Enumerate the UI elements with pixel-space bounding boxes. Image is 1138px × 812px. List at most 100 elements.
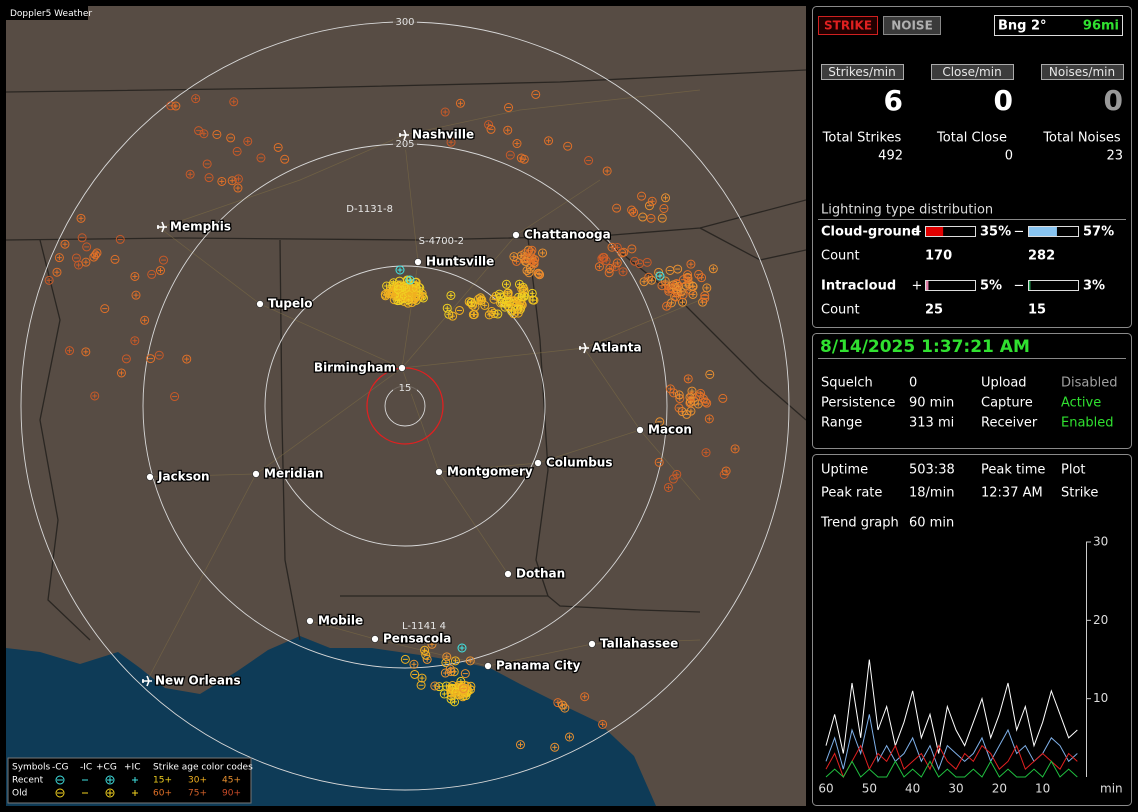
strike-symbol <box>450 697 460 707</box>
strike-ring <box>171 101 181 111</box>
dist-pct: 3% <box>1083 279 1105 294</box>
strike-ring <box>657 281 667 291</box>
city-dot <box>534 459 542 467</box>
strike-ring <box>155 266 165 276</box>
stats-box <box>812 6 1132 328</box>
rate-label-box <box>1041 64 1124 80</box>
legend-symbol <box>55 788 65 798</box>
rate-label-box <box>821 64 904 80</box>
strike-ring <box>563 141 573 151</box>
strike-symbol <box>661 193 671 203</box>
strike-symbol <box>82 242 92 252</box>
legend-age-title: Strike age color codes <box>153 763 253 773</box>
strike-ring <box>659 203 669 213</box>
strike-symbol <box>617 248 627 258</box>
info-label: Peak time <box>981 463 1045 478</box>
strike-ring <box>185 169 195 179</box>
strike-symbol <box>513 308 523 318</box>
trend-line <box>825 744 1078 779</box>
noise-button-label: NOISE <box>891 19 933 33</box>
strike-ring <box>256 153 266 163</box>
strike-ring <box>442 303 452 313</box>
strike-symbol <box>212 129 222 139</box>
map[interactable]: 300 205 15 Nashville Memphis Chattanooga Hunt… <box>6 6 806 806</box>
strike-ring <box>71 253 81 263</box>
strike-ring <box>647 275 657 285</box>
strike-symbol <box>409 659 419 669</box>
strike-symbol <box>121 354 131 364</box>
strike-symbol <box>405 275 415 285</box>
strike-symbol <box>718 393 728 403</box>
dist-bar-frame <box>925 226 976 237</box>
dist-bar <box>1029 281 1031 290</box>
legend-age: 15+ <box>153 776 172 786</box>
strike-symbol <box>140 315 150 325</box>
strike-ring <box>115 234 125 244</box>
strike-ring <box>233 174 243 184</box>
strike-ring <box>410 277 420 287</box>
strike-ring <box>484 310 494 320</box>
strike-symbol <box>446 667 456 677</box>
legend-header: -CG <box>52 763 69 773</box>
strike-ring <box>440 107 450 117</box>
side-panel: STRIKE NOISE Bng 2° 96mi Strikes/min 6 Total S… <box>812 6 1132 806</box>
strike-symbol <box>465 656 475 666</box>
strike-symbol <box>721 466 731 476</box>
x-tick-label: 30 <box>948 782 963 796</box>
noise-button[interactable] <box>883 16 941 35</box>
strike-symbol <box>81 257 91 267</box>
strike-symbol <box>233 174 243 184</box>
strike-symbol <box>642 257 652 267</box>
strike-ring <box>44 275 54 285</box>
strike-ring <box>455 98 465 108</box>
strike-symbol <box>65 346 75 356</box>
city-label: Chattanooga <box>524 228 611 242</box>
strike-symbol <box>538 248 548 258</box>
strike-ring <box>446 667 456 677</box>
strike-ring <box>400 654 410 664</box>
strike-symbol <box>638 212 648 222</box>
strike-symbol <box>52 267 62 277</box>
strike-ring <box>493 309 503 319</box>
strike-button[interactable] <box>818 16 878 35</box>
strike-symbol <box>504 103 514 113</box>
strike-ring <box>702 283 712 293</box>
strike-symbol <box>668 280 678 290</box>
strike-ring <box>630 256 640 266</box>
strike-ring <box>81 257 91 267</box>
strike-ring <box>227 176 237 186</box>
strike-symbol <box>531 89 541 99</box>
strike-ring <box>452 689 462 699</box>
strike-symbol <box>81 347 91 357</box>
strike-symbol <box>647 196 657 206</box>
strike-ring <box>598 252 608 262</box>
info-label: Trend graph <box>820 516 899 531</box>
strike-ring <box>194 126 204 136</box>
strike-symbol <box>704 414 714 424</box>
strike-symbol <box>673 264 683 274</box>
cities: Nashville Memphis Chattanooga Huntsville Tup… <box>142 126 693 689</box>
strike-ring <box>410 669 420 679</box>
strike-ring <box>527 245 537 255</box>
strike-ring <box>730 444 740 454</box>
strike-ring <box>682 409 692 419</box>
strike-ring <box>531 89 541 99</box>
strike-ring <box>202 159 212 169</box>
strikes <box>44 89 740 752</box>
strike-ring <box>597 254 607 264</box>
total-label: Total Noises <box>1042 131 1121 146</box>
distribution-title: Lightning type distribution <box>821 203 993 218</box>
city-label: Columbus <box>546 456 613 470</box>
legend-row: Recent <box>12 776 44 786</box>
legend-age: 45+ <box>222 776 241 786</box>
strike-ring <box>217 176 227 186</box>
strike-symbol <box>410 669 420 679</box>
city-label: Tallahassee <box>600 637 678 651</box>
dist-bar-frame <box>1028 280 1079 291</box>
strike-ring <box>503 288 513 298</box>
strike-ring <box>468 310 478 320</box>
strike-ring <box>421 650 431 660</box>
strike-symbol <box>71 253 81 263</box>
strike-symbol <box>229 97 239 107</box>
legend-header: +CG <box>96 763 117 773</box>
